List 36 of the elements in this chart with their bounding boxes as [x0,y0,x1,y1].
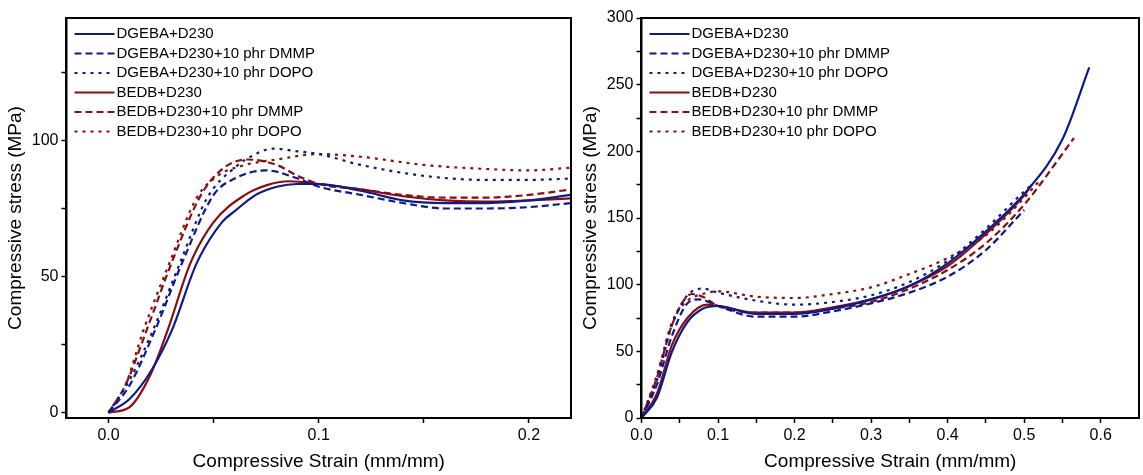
x-tick-label: 0.0 [630,426,653,444]
legend-label: DGEBA+D230+10 phr DOPO [691,63,889,81]
legend-label: DGEBA+D230 [116,24,214,42]
legend-label: BEDB+D230 [691,82,777,100]
y-tick-label: 0 [49,402,59,420]
x-tick-label: 0.3 [859,426,883,444]
x-tick-label: 0.4 [936,426,959,444]
x-tick-label: 0.1 [706,426,730,444]
y-tick-label: 150 [606,208,634,226]
y-tick-label: 200 [606,141,634,159]
y-axis-title: Compressive stress (MPa) [578,106,600,330]
x-axis-title: Compressive Strain (mm/mm) [192,449,445,471]
x-tick-label: 0.1 [307,426,330,444]
y-tick-label: 50 [615,341,634,359]
legend-label: BEDB+D230+10 phr DMMP [691,102,879,120]
x-tick-label: 0.5 [1013,426,1036,444]
y-tick-label: 100 [31,130,59,148]
x-axis-title: Compressive Strain (mm/mm) [764,449,1017,471]
x-tick-label: 0.2 [517,426,541,444]
legend-label: BEDB+D230+10 phr DOPO [116,121,302,139]
x-tick-label: 0.6 [1089,426,1112,444]
legend-label: BEDB+D230 [116,82,202,100]
legend-label: BEDB+D230+10 phr DOPO [691,121,877,139]
y-tick-label: 100 [606,275,634,293]
y-tick-label: 300 [606,8,634,26]
y-tick-label: 0 [624,408,634,426]
legend-label: DGEBA+D230+10 phr DOPO [116,63,314,81]
legend-label: DGEBA+D230 [691,24,789,42]
legend-label: DGEBA+D230+10 phr DMMP [116,43,315,61]
y-axis-title: Compressive stress (MPa) [3,106,25,330]
y-tick-label: 250 [606,75,634,93]
legend-label: BEDB+D230+10 phr DMMP [116,102,304,120]
x-tick-label: 0.0 [97,426,120,444]
legend-label: DGEBA+D230+10 phr DMMP [691,43,890,61]
y-tick-label: 50 [40,266,59,284]
x-tick-label: 0.2 [783,426,806,444]
